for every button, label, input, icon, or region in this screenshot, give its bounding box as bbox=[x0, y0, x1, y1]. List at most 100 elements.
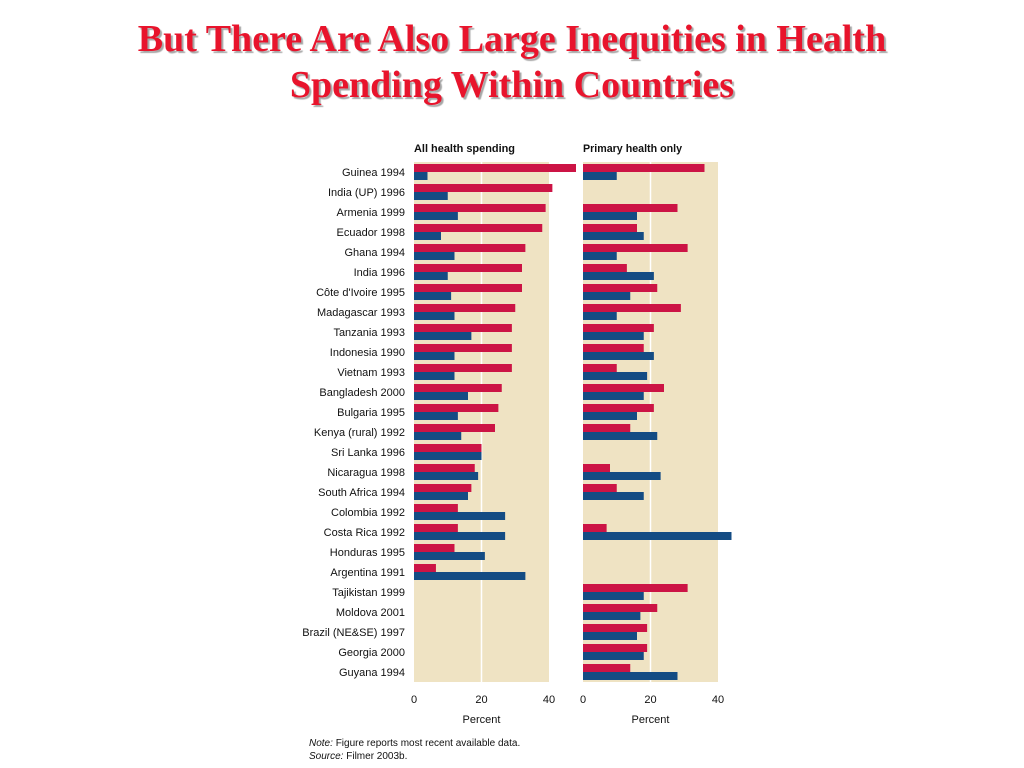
category-label: Moldova 2001 bbox=[336, 607, 405, 619]
bar-series-1-panel-2-row-16 bbox=[583, 464, 610, 472]
tick-label-0-panel-2: 0 bbox=[580, 694, 586, 706]
bar-series-1-panel-1-row-14 bbox=[414, 424, 495, 432]
bar-series-1-panel-2-row-1 bbox=[583, 164, 705, 172]
panel-title-1: All health spending bbox=[414, 143, 515, 155]
category-label: Tanzania 1993 bbox=[333, 327, 405, 339]
bar-series-1-panel-1-row-18 bbox=[414, 504, 458, 512]
bar-series-1-panel-2-row-13 bbox=[583, 404, 654, 412]
bar-series-2-panel-1-row-4 bbox=[414, 232, 441, 240]
bar-series-1-panel-1-row-1 bbox=[414, 164, 576, 172]
slide-title-line-1: But There Are Also Large Inequities in H… bbox=[137, 18, 887, 60]
figure-notes: Note: Figure reports most recent availab… bbox=[309, 737, 520, 763]
bar-series-1-panel-1-row-11 bbox=[414, 364, 512, 372]
bar-series-1-panel-2-row-19 bbox=[583, 524, 607, 532]
bar-series-1-panel-1-row-9 bbox=[414, 324, 512, 332]
bar-series-2-panel-2-row-3 bbox=[583, 212, 637, 220]
bar-series-1-panel-2-row-26 bbox=[583, 664, 631, 672]
bar-series-1-panel-2-row-6 bbox=[583, 264, 627, 272]
bar-series-2-panel-2-row-25 bbox=[583, 652, 644, 660]
category-label: Ecuador 1998 bbox=[337, 227, 406, 239]
bar-series-1-panel-2-row-4 bbox=[583, 224, 637, 232]
bar-series-2-panel-1-row-7 bbox=[414, 292, 452, 300]
bar-series-2-panel-1-row-13 bbox=[414, 412, 458, 420]
axis-label-panel-1: Percent bbox=[463, 714, 501, 726]
category-label: Honduras 1995 bbox=[330, 547, 405, 559]
note-label: Note: bbox=[309, 738, 333, 749]
bar-series-1-panel-2-row-8 bbox=[583, 304, 681, 312]
bar-series-2-panel-1-row-18 bbox=[414, 512, 506, 520]
bar-series-2-panel-1-row-19 bbox=[414, 532, 506, 540]
source-label: Source: bbox=[309, 751, 344, 762]
bar-series-2-panel-1-row-5 bbox=[414, 252, 455, 260]
category-label: Nicaragua 1998 bbox=[327, 467, 405, 479]
bar-series-2-panel-1-row-15 bbox=[414, 452, 482, 460]
bar-series-2-panel-2-row-23 bbox=[583, 612, 641, 620]
category-label: Armenia 1999 bbox=[337, 207, 406, 219]
bar-series-2-panel-2-row-7 bbox=[583, 292, 631, 300]
bar-series-2-panel-2-row-10 bbox=[583, 352, 654, 360]
bar-series-2-panel-2-row-26 bbox=[583, 672, 678, 680]
bar-series-2-panel-2-row-6 bbox=[583, 272, 654, 280]
bar-series-1-panel-1-row-12 bbox=[414, 384, 502, 392]
bar-series-1-panel-2-row-14 bbox=[583, 424, 631, 432]
bar-series-1-panel-1-row-3 bbox=[414, 204, 546, 212]
bar-series-1-panel-1-row-6 bbox=[414, 264, 522, 272]
bar-series-1-panel-1-row-5 bbox=[414, 244, 526, 252]
tick-label-20-panel-2: 20 bbox=[644, 694, 656, 706]
category-label: Tajikistan 1999 bbox=[332, 587, 405, 599]
bar-series-1-panel-2-row-22 bbox=[583, 584, 688, 592]
bar-series-1-panel-2-row-7 bbox=[583, 284, 658, 292]
tick-label-40-panel-2: 40 bbox=[712, 694, 724, 706]
bar-series-2-panel-1-row-9 bbox=[414, 332, 472, 340]
category-label: Guinea 1994 bbox=[342, 167, 405, 179]
category-label: Bangladesh 2000 bbox=[319, 387, 405, 399]
bar-series-1-panel-1-row-19 bbox=[414, 524, 458, 532]
bar-series-2-panel-2-row-12 bbox=[583, 392, 644, 400]
bar-series-2-panel-1-row-20 bbox=[414, 552, 485, 560]
bar-series-1-panel-1-row-8 bbox=[414, 304, 516, 312]
bar-series-1-panel-1-row-17 bbox=[414, 484, 472, 492]
category-label: South Africa 1994 bbox=[318, 487, 405, 499]
bar-series-1-panel-2-row-23 bbox=[583, 604, 658, 612]
bar-series-1-panel-2-row-10 bbox=[583, 344, 644, 352]
bar-series-2-panel-2-row-24 bbox=[583, 632, 637, 640]
category-label: India 1996 bbox=[354, 267, 405, 279]
bar-series-1-panel-2-row-11 bbox=[583, 364, 617, 372]
bar-series-2-panel-1-row-17 bbox=[414, 492, 468, 500]
category-label: Madagascar 1993 bbox=[317, 307, 405, 319]
tick-label-40-panel-1: 40 bbox=[543, 694, 555, 706]
bar-series-2-panel-1-row-6 bbox=[414, 272, 448, 280]
bar-series-2-panel-2-row-9 bbox=[583, 332, 644, 340]
tick-label-0-panel-1: 0 bbox=[411, 694, 417, 706]
bar-series-2-panel-1-row-12 bbox=[414, 392, 468, 400]
bar-series-1-panel-2-row-3 bbox=[583, 204, 678, 212]
category-label: Indonesia 1990 bbox=[330, 347, 405, 359]
slide-title-line-2: Spending Within Countries bbox=[289, 64, 735, 106]
bar-series-2-panel-2-row-5 bbox=[583, 252, 617, 260]
category-label: Bulgaria 1995 bbox=[337, 407, 405, 419]
bar-series-2-panel-2-row-19 bbox=[583, 532, 732, 540]
bar-series-2-panel-1-row-14 bbox=[414, 432, 462, 440]
category-label: Costa Rica 1992 bbox=[324, 527, 405, 539]
category-label: Brazil (NE&SE) 1997 bbox=[302, 627, 405, 639]
bar-series-2-panel-1-row-1 bbox=[414, 172, 428, 180]
source-line: Source: Filmer 2003b. bbox=[309, 750, 520, 763]
category-label: Georgia 2000 bbox=[338, 647, 405, 659]
category-label: Kenya (rural) 1992 bbox=[314, 427, 405, 439]
category-label: Argentina 1991 bbox=[330, 567, 405, 579]
slide-title: But There Are Also Large Inequities in H… bbox=[0, 16, 1024, 108]
category-label: Vietnam 1993 bbox=[337, 367, 405, 379]
panel-title-2: Primary health only bbox=[583, 143, 683, 155]
bar-series-2-panel-2-row-17 bbox=[583, 492, 644, 500]
category-label: Guyana 1994 bbox=[339, 667, 405, 679]
note-text: Figure reports most recent available dat… bbox=[335, 738, 521, 749]
category-label: Sri Lanka 1996 bbox=[331, 447, 405, 459]
bar-series-2-panel-2-row-4 bbox=[583, 232, 644, 240]
bar-series-2-panel-2-row-22 bbox=[583, 592, 644, 600]
bar-series-1-panel-2-row-9 bbox=[583, 324, 654, 332]
bar-series-2-panel-1-row-21 bbox=[414, 572, 526, 580]
bar-series-1-panel-1-row-15 bbox=[414, 444, 482, 452]
bar-series-2-panel-2-row-13 bbox=[583, 412, 637, 420]
bar-series-2-panel-1-row-2 bbox=[414, 192, 448, 200]
